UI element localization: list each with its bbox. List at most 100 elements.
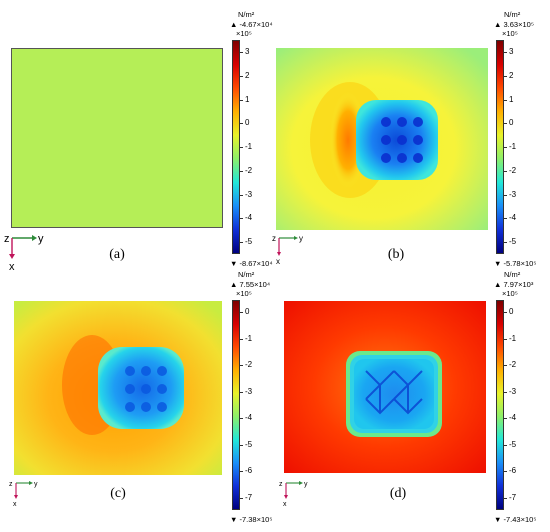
colorbar-tick-label: -1 [245, 142, 253, 151]
colorbar-tick-mark [240, 418, 243, 420]
colorbar-tick-label: -5 [245, 439, 253, 449]
colorbar-tick-label: -4 [509, 213, 517, 223]
colorbar-tick-mark [504, 498, 507, 499]
axis-label-x: x [9, 261, 15, 272]
colorbar-tick-mark [504, 218, 507, 220]
caption-a: (a) [109, 247, 125, 262]
colorbar-tick-label: 1 [509, 94, 514, 104]
unit-label-a: N/m² [238, 10, 255, 19]
colorbar-tick-label: -1 [509, 333, 517, 343]
min-value-d: ▼ -7.43×10⁵ [494, 515, 537, 524]
axis-triad-c: z y x [9, 481, 38, 508]
colorbar-tick-label: -2 [509, 360, 517, 370]
colorbar-tick-mark [240, 312, 243, 313]
axis-label-z: z [272, 234, 276, 243]
colorbar-tick-label: -7 [509, 493, 517, 502]
colorbar-tick-label: 1 [245, 94, 250, 104]
unit-label-c: N/m² [238, 270, 255, 279]
colorbar-tick-mark [504, 312, 507, 313]
axis-triad-a: z y x [4, 233, 44, 272]
colorbar-tick-label: -3 [245, 189, 253, 199]
colorbar-ticks-c: 0 -1 -2 -3 -4 -5 -6 -7 [232, 300, 272, 510]
colorbar-tick-mark [504, 123, 507, 125]
colorbar-tick-mark [240, 498, 243, 499]
exponent-a: ×10⁵ [236, 29, 252, 38]
colorbar-tick-label: -6 [509, 466, 517, 476]
colorbar-tick-label: -2 [245, 165, 253, 175]
stress-map-d [284, 301, 486, 473]
colorbar-b [496, 40, 504, 254]
colorbar-tick-label: -6 [245, 466, 253, 476]
colorbar-tick-mark [240, 99, 243, 101]
colorbar-tick-label: -1 [245, 333, 253, 343]
min-value-a: ▼ -8.67×10⁴ [230, 259, 273, 268]
exponent-d: ×10⁵ [502, 289, 518, 298]
colorbar-tick-label: -5 [509, 439, 517, 449]
min-value-b: ▼ -5.78×10⁵ [494, 259, 537, 268]
colorbar-tick-label: -7 [245, 493, 253, 502]
caption-b: (b) [387, 247, 405, 262]
axis-label-y: y [304, 481, 308, 488]
colorbar-tick-label: -3 [245, 386, 253, 396]
colorbar-tick-mark [240, 52, 243, 53]
colorbar-tick-mark [504, 365, 507, 367]
colorbar-tick-label: -2 [245, 360, 253, 370]
colorbar-tick-mark [504, 75, 507, 77]
colorbar-tick-label: -3 [509, 386, 517, 396]
max-value-b: ▲ 3.63×10⁵ [494, 20, 534, 29]
colorbar-tick-label: 0 [245, 118, 250, 128]
colorbar-tick-mark [240, 147, 243, 148]
colorbar-ticks-b: 3 2 1 0 -1 -2 -3 -4 -5 [496, 40, 536, 254]
colorbar-tick-mark [240, 444, 243, 446]
colorbar-tick-label: 0 [509, 118, 514, 128]
axis-triad-d: z y x [279, 481, 308, 508]
colorbar-tick-mark [504, 99, 507, 101]
colorbar-tick-mark [504, 338, 507, 340]
stress-map-c [14, 301, 222, 475]
colorbar-tick-label: -5 [509, 237, 517, 246]
colorbar-tick-label: -4 [245, 213, 253, 223]
colorbar-tick-label: 3 [509, 47, 514, 56]
colorbar-tick-mark [240, 391, 243, 393]
colorbar-c [232, 300, 240, 510]
axis-label-y: y [299, 234, 303, 243]
axis-label-x: x [276, 257, 280, 266]
colorbar-tick-mark [504, 418, 507, 420]
colorbar-tick-label: -4 [245, 413, 253, 423]
stress-map-b [276, 48, 488, 230]
axis-label-x: x [13, 501, 17, 508]
colorbar-d [496, 300, 504, 510]
colorbar-a [232, 40, 240, 254]
colorbar-ticks-d: 0 -1 -2 -3 -4 -5 -6 -7 [496, 300, 536, 510]
colorbar-tick-mark [240, 365, 243, 367]
colorbar-tick-label: -4 [509, 413, 517, 423]
max-value-a: ▲ -4.67×10⁴ [230, 20, 273, 29]
colorbar-tick-label: 0 [509, 307, 514, 316]
colorbar-tick-label: -5 [245, 237, 253, 246]
colorbar-tick-label: 2 [245, 70, 250, 80]
caption-d: (d) [389, 486, 407, 501]
exponent-c: ×10⁵ [236, 289, 252, 298]
colorbar-tick-mark [240, 170, 243, 172]
colorbar-tick-mark [504, 194, 507, 196]
axis-label-z: z [9, 481, 13, 488]
colorbar-tick-mark [504, 391, 507, 393]
axis-label-z: z [279, 481, 283, 488]
colorbar-ticks-a: 3 2 1 0 -1 -2 -3 -4 -5 [232, 40, 272, 254]
caption-c: (c) [110, 486, 126, 501]
colorbar-tick-mark [504, 444, 507, 446]
colorbar-tick-mark [240, 194, 243, 196]
colorbar-tick-mark [504, 52, 507, 53]
colorbar-tick-mark [504, 242, 507, 243]
exponent-b: ×10⁵ [502, 29, 518, 38]
stress-map-a [11, 48, 223, 228]
max-value-c: ▲ 7.55×10⁴ [230, 280, 271, 289]
axis-triad-b: z y x [272, 234, 303, 266]
colorbar-tick-label: 0 [245, 307, 250, 316]
colorbar-tick-mark [240, 471, 243, 473]
colorbar-tick-mark [240, 123, 243, 125]
colorbar-tick-label: 3 [245, 47, 250, 56]
colorbar-tick-mark [504, 147, 507, 148]
max-value-d: ▲ 7.97×10³ [494, 280, 534, 289]
axis-label-x: x [283, 501, 287, 508]
